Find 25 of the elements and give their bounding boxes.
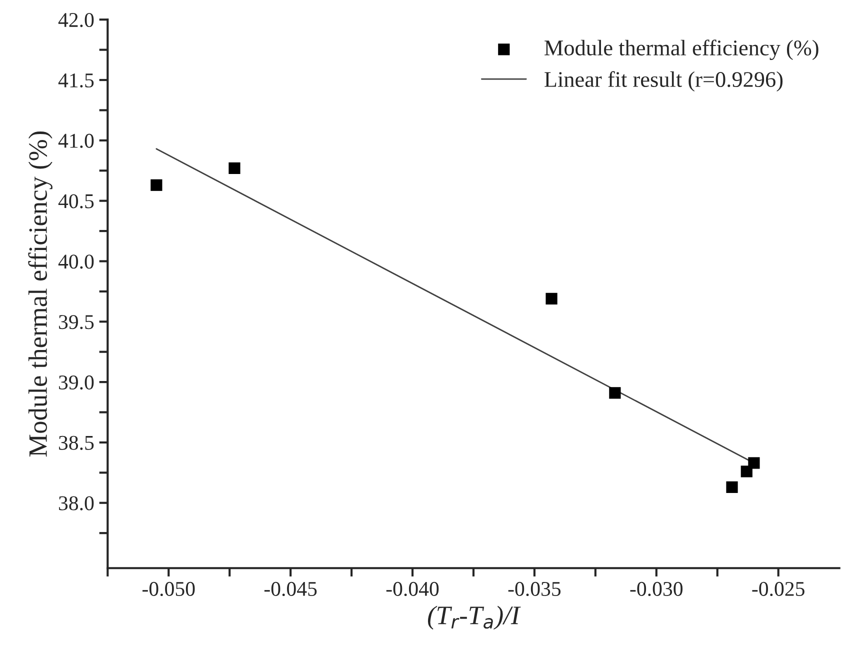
x-tick-label: -0.035 <box>508 582 561 596</box>
x-tick-label: -0.050 <box>142 582 195 596</box>
y-tick-label: 38.5 <box>58 436 94 450</box>
x-tick-label: -0.045 <box>264 582 317 596</box>
x-tick-label: -0.025 <box>752 582 804 596</box>
y-tick-label: 41.5 <box>58 73 94 88</box>
legend-label: Linear fit result (r=0.9296) <box>544 71 783 92</box>
y-tick-label: 41.0 <box>58 134 94 148</box>
point <box>546 292 558 304</box>
point <box>609 387 621 399</box>
y-tick-label: 40.5 <box>58 194 94 208</box>
x-tick-label: -0.030 <box>630 582 683 596</box>
x-axis-title: (T$_{r}$-T$_{a}$)/I <box>428 606 521 630</box>
y-tick-label: 39.0 <box>58 375 94 390</box>
point <box>228 162 240 174</box>
y-tick-label: 40.0 <box>58 254 94 269</box>
point <box>150 179 162 191</box>
legend-label: Module thermal efficiency (%) <box>544 40 818 60</box>
point <box>748 457 760 469</box>
x-tick-label: -0.040 <box>386 582 439 596</box>
y-tick-label: 38.0 <box>58 496 94 510</box>
y-tick-label: 39.5 <box>58 315 94 330</box>
point <box>726 481 738 493</box>
y-tick-label: 42.0 <box>58 12 94 28</box>
y-axis-title: Module thermal efficiency (%) <box>28 131 52 457</box>
